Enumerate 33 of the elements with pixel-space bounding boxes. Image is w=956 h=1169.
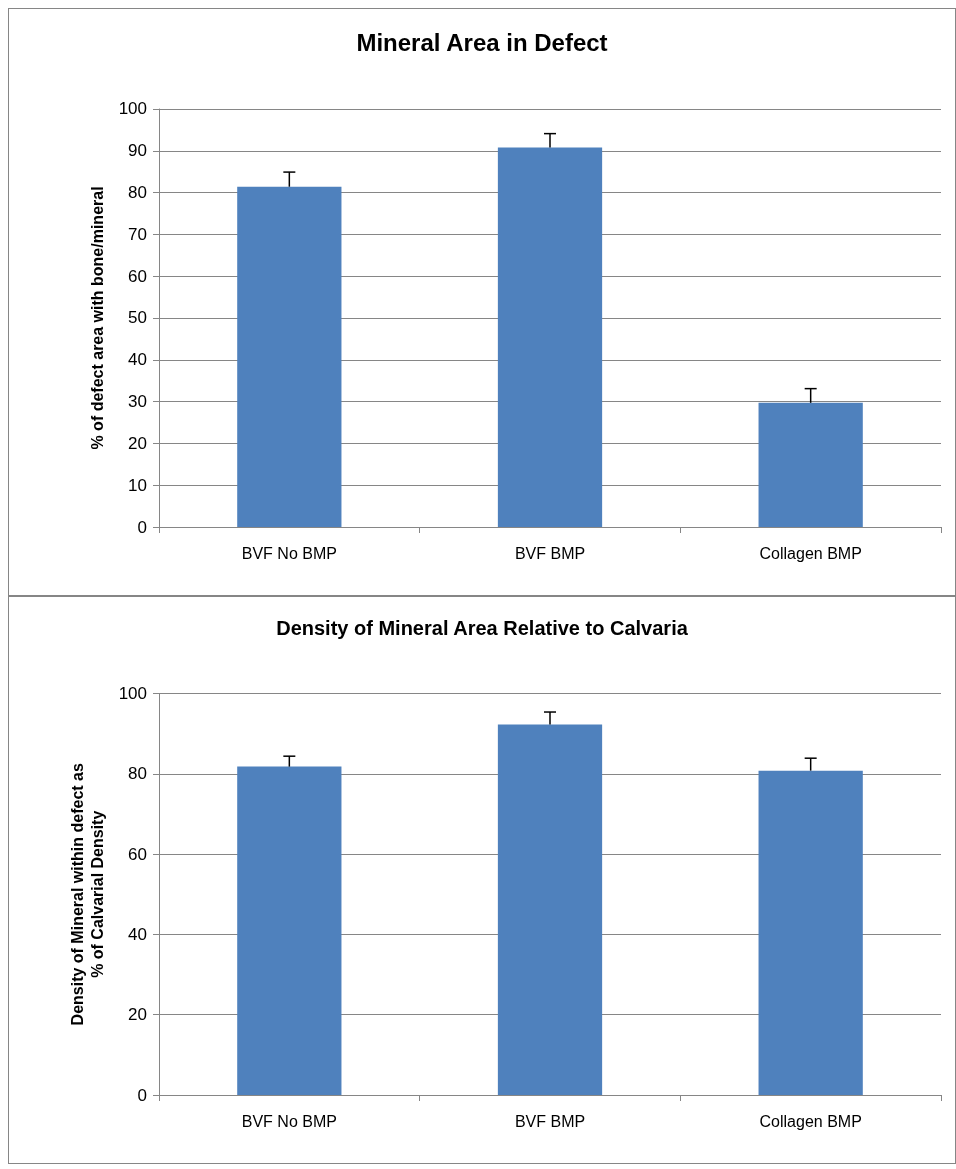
chart-title: Density of Mineral Area Relative to Calvaria xyxy=(276,617,689,639)
bar xyxy=(497,724,603,1095)
bar xyxy=(237,186,342,527)
y-tick-label: 30 xyxy=(128,392,147,412)
y-tick-label: 20 xyxy=(128,433,147,453)
bar xyxy=(237,766,342,1095)
x-tick-label: Collagen BMP xyxy=(759,544,862,562)
y-tick-label: 60 xyxy=(128,844,147,864)
x-tick-label: Collagen BMP xyxy=(759,1112,862,1130)
bar xyxy=(497,147,603,527)
y-tick-label: 40 xyxy=(128,924,147,944)
y-tick-label: 90 xyxy=(128,141,147,161)
x-tick-label: BVF No BMP xyxy=(241,544,337,562)
y-tick-label: 70 xyxy=(128,224,147,244)
y-tick-label: 20 xyxy=(128,1005,147,1025)
y-tick-label: 100 xyxy=(118,99,147,119)
y-tick-label: 0 xyxy=(137,1085,147,1105)
x-tick-label: BVF No BMP xyxy=(241,1112,337,1130)
y-tick-label: 80 xyxy=(128,764,147,784)
y-axis-title: % of defect area with bone/mineral xyxy=(88,186,106,450)
y-tick-label: 0 xyxy=(137,517,147,537)
y-tick-label: 50 xyxy=(128,308,147,328)
bar xyxy=(758,402,863,527)
x-tick-label: BVF BMP xyxy=(514,1112,586,1130)
y-tick-label: 60 xyxy=(128,266,147,286)
bar xyxy=(758,770,863,1095)
x-tick-label: BVF BMP xyxy=(514,544,586,562)
chart-title: Mineral Area in Defect xyxy=(356,28,608,56)
y-tick-label: 40 xyxy=(128,350,147,370)
y-tick-label: 10 xyxy=(128,475,147,495)
y-axis-title: Density of Mineral within defect as % of Calvarial Density xyxy=(68,763,106,1026)
y-tick-label: 80 xyxy=(128,183,147,203)
y-tick-label: 100 xyxy=(118,684,147,704)
